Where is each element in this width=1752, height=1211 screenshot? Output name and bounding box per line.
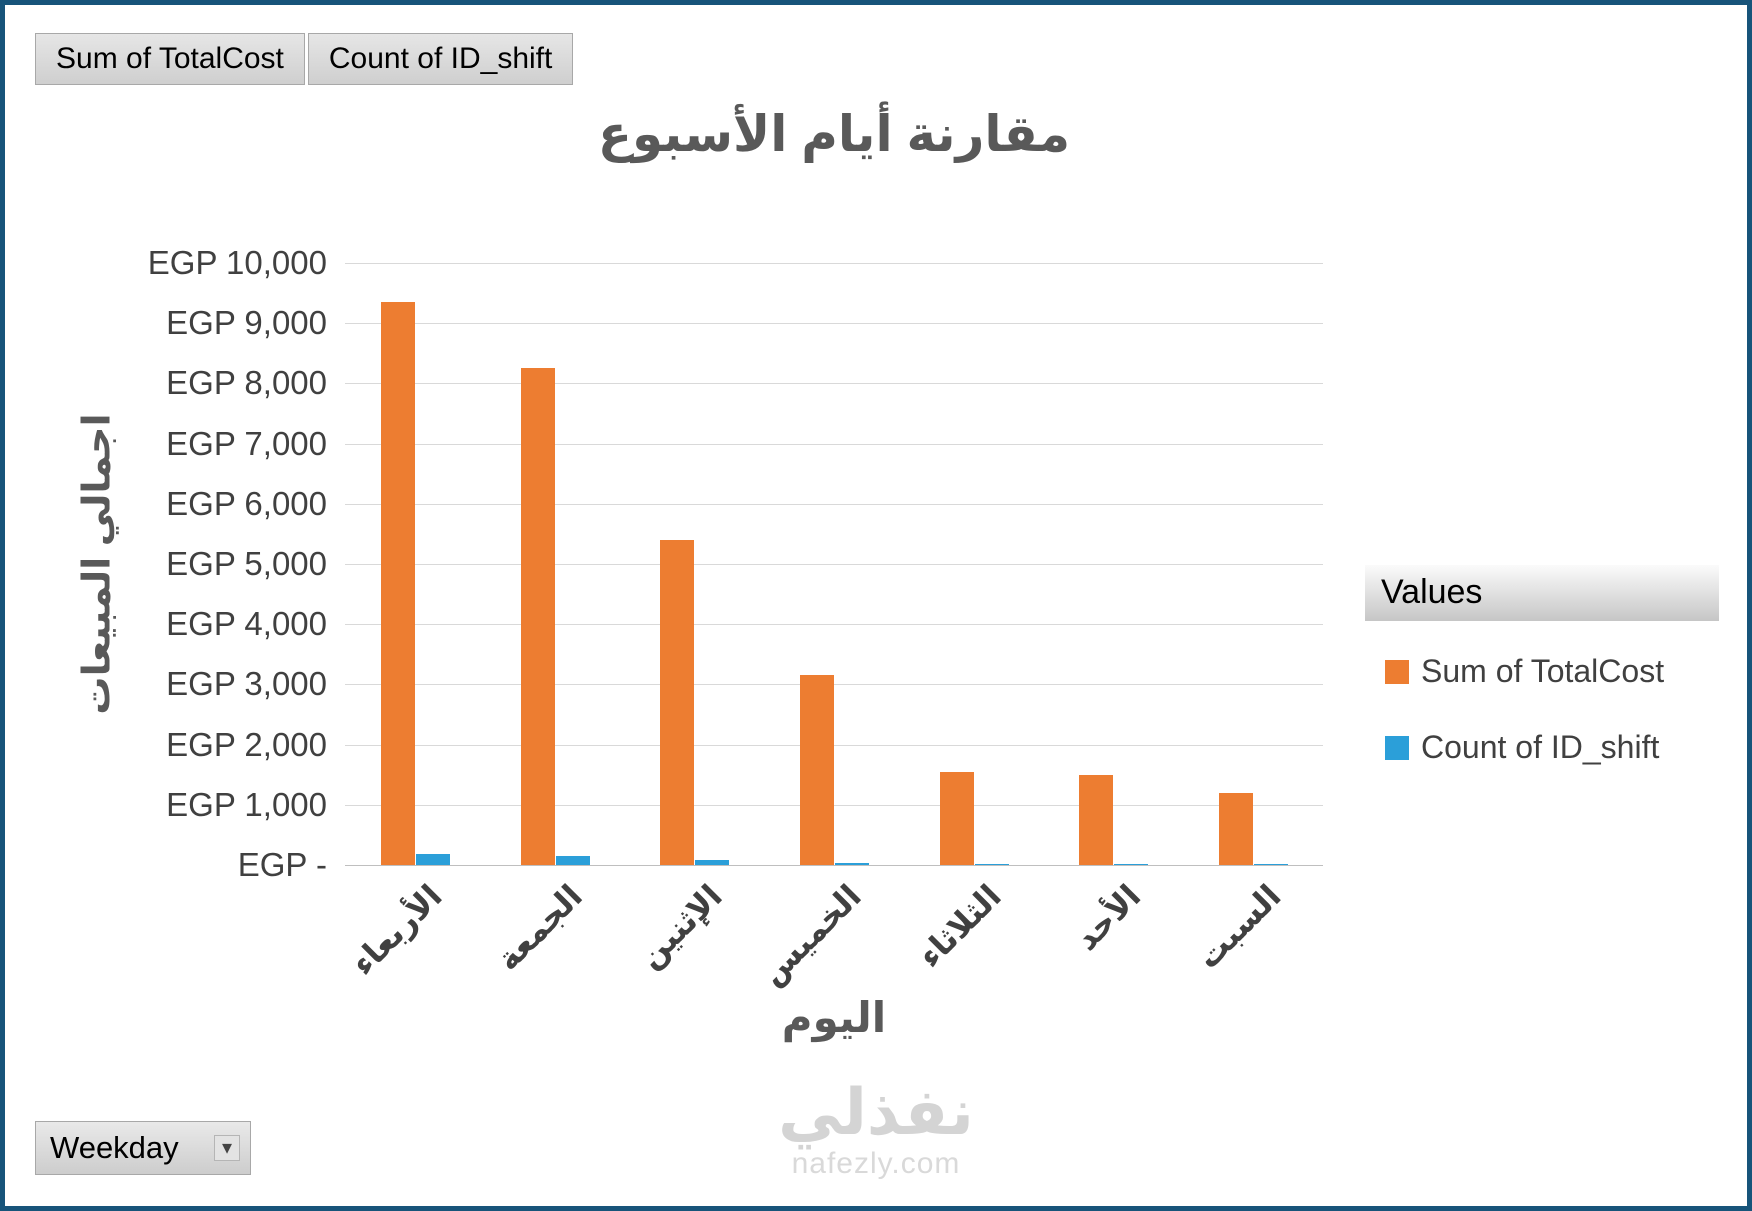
y-tick-label: EGP 3,000: [166, 665, 327, 703]
chart-title: مقارنة أيام الأسبوع: [597, 106, 1071, 162]
bar-0-5: [1079, 774, 1114, 865]
gridline: [345, 624, 1323, 626]
bar-1-3: [835, 862, 869, 865]
weekday-filter-label: Weekday: [50, 1130, 179, 1165]
gridline: [345, 684, 1323, 686]
x-tick-label: الإثنين: [631, 877, 729, 976]
bar-1-6: [1254, 864, 1289, 865]
x-tick-label: الخميس: [753, 877, 869, 993]
bar-1-5: [1114, 864, 1149, 865]
pivot-field-buttons: Sum of TotalCost Count of ID_shift: [35, 33, 574, 85]
pivot-button-sum-of-totalcost[interactable]: Sum of TotalCost: [35, 33, 305, 85]
watermark-logo: نفذلي: [778, 1076, 974, 1148]
y-tick-label: EGP 8,000: [166, 364, 327, 402]
gridline: [345, 443, 1323, 445]
legend-label: Sum of TotalCost: [1421, 653, 1665, 689]
pivot-button-count-of-id-shift[interactable]: Count of ID_shift: [307, 33, 574, 85]
bar-1-2: [695, 859, 730, 865]
bar-0-4: [939, 771, 974, 865]
gridline: [345, 263, 1323, 264]
y-tick-label: EGP 5,000: [166, 545, 327, 582]
plot-area: [345, 263, 1323, 866]
legend-label: Count of ID_shift: [1421, 729, 1660, 765]
bar-0-3: [800, 675, 834, 865]
y-tick-label: EGP 9,000: [166, 304, 327, 342]
gridline: [345, 564, 1323, 565]
y-axis-ticks: EGP - EGP 1,000 EGP 2,000 EGP 3,000 EGP 4,00…: [5, 245, 335, 883]
gridline: [345, 865, 1323, 866]
x-axis-ticks: الأربعاء الجمعة الإثنين الخميس الثلاثاء الأحد…: [345, 877, 1323, 1007]
y-tick-label: EGP 10,000: [147, 244, 327, 281]
x-tick-label: الأحد: [1068, 877, 1148, 958]
bar-0-6: [1219, 792, 1254, 865]
legend-item-count-of-id-shift: Count of ID_shift: [1385, 729, 1659, 766]
y-tick-label: EGP 6,000: [166, 484, 327, 522]
legend-swatch-orange-icon: [1385, 659, 1409, 684]
gridline: [345, 383, 1323, 385]
y-tick-label: EGP 4,000: [166, 605, 327, 643]
chevron-down-icon[interactable]: ▾: [213, 1135, 240, 1161]
x-tick-label: الجمعة: [489, 877, 589, 978]
legend-swatch-blue-icon: [1385, 735, 1409, 760]
y-tick-label: EGP -: [237, 846, 327, 883]
y-tick-label: EGP 2,000: [166, 725, 327, 763]
x-tick-label: الأربعاء: [344, 877, 450, 983]
legend-title: Values: [1365, 565, 1719, 621]
x-axis-title: اليوم: [781, 994, 887, 1041]
weekday-filter-button[interactable]: Weekday ▾: [35, 1121, 251, 1175]
gridline: [345, 323, 1323, 325]
bar-0-2: [660, 539, 695, 865]
bar-0-1: [520, 368, 555, 865]
gridline: [345, 804, 1323, 806]
gridline: [345, 503, 1323, 505]
x-tick-label: الثلاثاء: [911, 877, 1008, 975]
watermark-url: nafezly.com: [791, 1147, 961, 1181]
y-tick-label: EGP 7,000: [166, 424, 327, 462]
bar-1-1: [555, 855, 590, 865]
watermark: نفذلي nafezly.com: [5, 1077, 1747, 1181]
bar-1-0: [415, 854, 450, 865]
bar-0-0: [380, 302, 415, 865]
gridline: [345, 744, 1323, 746]
legend-item-sum-of-totalcost: Sum of TotalCost: [1385, 653, 1664, 690]
y-tick-label: EGP 1,000: [166, 785, 327, 823]
x-tick-label: السبت: [1189, 877, 1288, 976]
bar-1-4: [974, 864, 1009, 865]
